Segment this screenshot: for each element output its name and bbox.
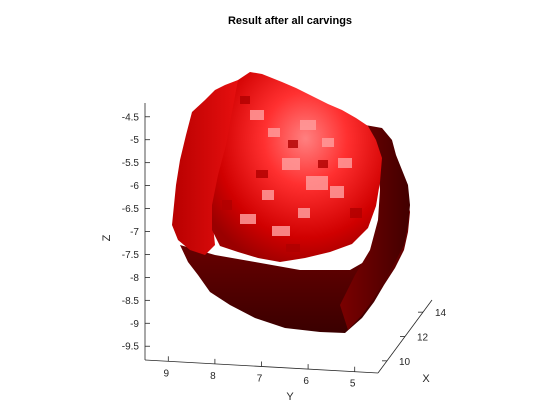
z-tick-label: -6 (130, 181, 139, 192)
object-shadows (222, 96, 362, 252)
x-tick-label: 12 (417, 333, 429, 344)
y-tick-label: 5 (350, 379, 356, 390)
x-tick-label: 14 (435, 308, 447, 319)
x-axis-label: X (422, 373, 430, 385)
x-tick-label: 10 (399, 357, 411, 368)
z-tick-label: -5 (130, 135, 139, 146)
y-tick-label: 8 (210, 371, 216, 382)
z-tick-label: -5.5 (122, 158, 140, 169)
chart-title: Result after all carvings (228, 15, 352, 27)
y-tick-label: 7 (257, 374, 263, 385)
y-tick-label: 6 (303, 376, 309, 387)
y-tick-label: 9 (164, 368, 170, 379)
z-tick-label: -8.5 (122, 296, 140, 307)
z-tick-label: -4.5 (122, 112, 140, 123)
z-axis-label: Z (101, 234, 113, 241)
object-left-side (172, 80, 240, 255)
z-tick-label: -8 (130, 273, 139, 284)
z-tick-label: -9.5 (122, 342, 140, 353)
object-highlights (240, 110, 352, 236)
z-tick-label: -6.5 (122, 204, 140, 215)
axes: -4.5 -5 -5.5 -6 -6.5 -7 -7.5 -8 -8.5 -9 -9.5 9 8 7 6 5 1… (122, 103, 447, 390)
z-tick-label: -7 (130, 227, 139, 238)
z-tick-label: -9 (130, 319, 139, 330)
carved-object-surface (172, 72, 410, 333)
object-right-side (340, 125, 410, 330)
y-axis-label: Y (286, 391, 294, 403)
z-tick-label: -7.5 (122, 250, 140, 261)
